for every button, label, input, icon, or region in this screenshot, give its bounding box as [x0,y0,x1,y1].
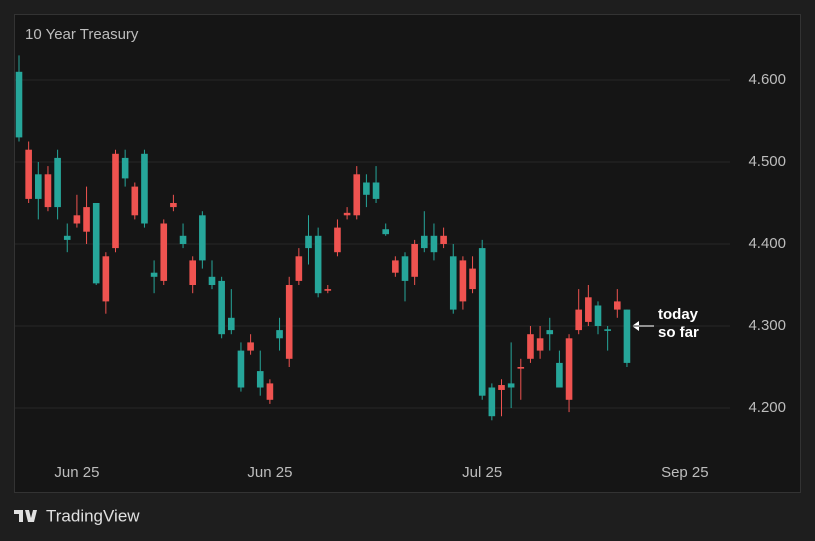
candle-body [449,256,457,310]
y-tick-label: 4.600 [748,71,786,88]
candle-body [83,207,90,232]
candle-body [353,174,361,216]
candle-body [63,235,71,240]
candle-body [575,309,582,331]
candle-body [112,153,119,249]
candle-body [372,182,380,199]
y-tick-label: 4.300 [748,317,786,334]
candle-body [25,149,32,199]
y-tick-label: 4.200 [748,399,786,416]
candle-body [440,235,447,244]
candle-body [54,157,61,208]
candle-body [256,371,264,388]
candle-body [536,338,544,351]
candle-body [382,229,389,235]
candle-body [585,297,592,322]
candle-body [160,223,168,281]
candle-body [546,330,554,335]
candle-body [392,260,399,273]
annotation: today [658,306,699,323]
candle-body [189,260,196,285]
annotation: so far [658,324,699,341]
candle-body [421,235,428,249]
candle-body [430,235,438,253]
candle-body [604,329,611,331]
candle-body [478,248,486,396]
branding: TradingView [46,506,140,525]
candle-body [266,383,274,400]
candle-body [488,387,496,417]
candle-body [623,309,631,363]
candle-body [498,385,505,390]
y-tick-label: 4.500 [748,153,786,170]
candle-body [170,203,177,208]
candle-body [199,215,206,261]
candle-body [44,174,52,208]
candle-body [247,342,254,351]
candle-body [314,235,322,294]
candle-body [334,227,341,253]
candle-body [594,305,602,326]
candle-body [92,203,100,284]
candle-body [305,235,312,249]
candle-body [276,330,283,339]
candle-body [565,338,573,400]
candle-body [73,215,81,224]
candle-body [363,182,370,195]
x-tick-label: Jul 25 [462,464,502,481]
candle-body [121,157,129,179]
candle-body [324,289,332,291]
candle-body [343,212,351,216]
candle-body [150,272,158,277]
candle-body [459,260,467,302]
candle-body [507,383,515,388]
candle-body [469,268,476,290]
candle-body [401,256,409,281]
candle-body [15,71,23,138]
chart-title: 10 Year Treasury [25,26,139,43]
candle-body [614,301,621,310]
candle-body [35,174,42,199]
x-tick-label: Sep 25 [661,464,709,481]
candle-body [237,350,245,388]
logo [14,510,37,522]
panel [14,14,801,493]
candle-body [179,235,187,244]
candle-body [556,362,563,388]
y-tick-label: 4.400 [748,235,786,252]
candle-body [285,285,293,359]
candle-body [141,153,148,224]
candle-body [208,276,216,285]
candle-body [527,334,534,359]
candle-body [295,256,303,281]
candle-body [218,280,225,335]
x-tick-label: Jun 25 [247,464,292,481]
candle-body [411,244,418,277]
candle-body [517,367,525,369]
candle-body [228,317,235,331]
candle-body [102,256,110,302]
candle-body [131,186,139,216]
x-tick-label: Jun 25 [54,464,99,481]
